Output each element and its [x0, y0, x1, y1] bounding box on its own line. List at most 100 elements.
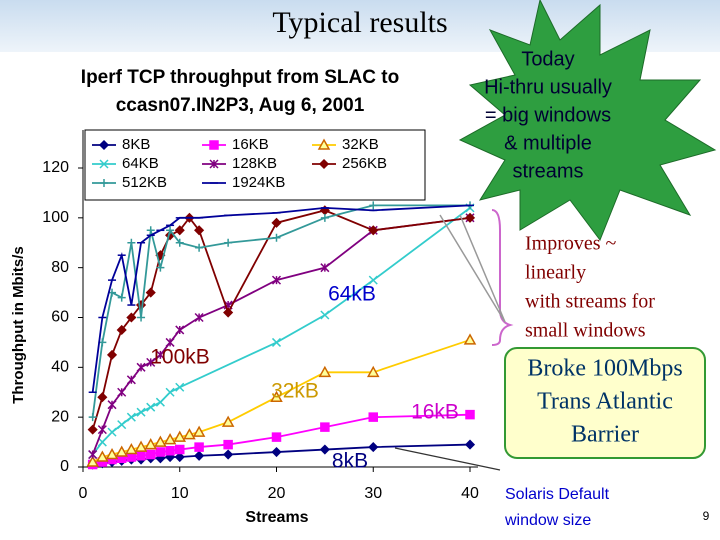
legend-label: 8KB: [122, 136, 150, 153]
text-line: Improves ~: [525, 233, 617, 255]
marker: [163, 433, 177, 445]
chart-title: ccasn07.IN2P3, Aug 6, 2001: [116, 95, 365, 116]
brace: [491, 209, 514, 346]
marker: [320, 422, 330, 432]
marker: [154, 435, 167, 447]
callout-box: [504, 347, 706, 459]
marker: [146, 402, 156, 412]
marker: [107, 400, 117, 410]
marker: [464, 212, 476, 223]
legend-label: 64KB: [122, 155, 159, 172]
marker: [270, 390, 283, 402]
marker: [224, 238, 233, 247]
marker: [368, 442, 379, 453]
marker: [88, 450, 98, 460]
marker: [116, 324, 127, 336]
marker: [126, 312, 137, 323]
text-line: Trans Atlantic: [537, 389, 673, 415]
pointer: [394, 447, 501, 471]
marker: [98, 139, 110, 151]
marker: [194, 225, 205, 236]
marker: [136, 451, 146, 461]
annotation: 16kB: [411, 401, 459, 424]
marker: [137, 313, 146, 322]
marker: [209, 159, 219, 169]
page-number: 9: [703, 509, 710, 523]
marker: [194, 442, 204, 452]
text-line: Solaris Default: [505, 486, 610, 503]
marker: [464, 439, 476, 450]
marker: [146, 226, 155, 235]
marker: [86, 455, 99, 467]
text-line: with streams for: [525, 291, 655, 313]
marker: [125, 443, 138, 455]
marker: [209, 140, 219, 150]
legend: 8KB 16KB 32KB 64KB 128KB 256KB 512KB 1924KB: [84, 129, 426, 201]
annotation: 64kB: [328, 283, 376, 306]
marker: [317, 138, 331, 150]
plot: 0 20 40 60 80 100 120 0 10 20 30 40 8KB 16KB 32KB 64KB 1…: [42, 129, 479, 502]
marker: [271, 432, 282, 442]
marker: [87, 424, 98, 435]
y-tick-label: 120: [42, 159, 69, 176]
x-tick-label: 40: [461, 485, 479, 502]
marker: [134, 440, 148, 452]
marker: [155, 453, 166, 464]
marker: [145, 449, 156, 460]
marker: [271, 275, 282, 285]
brace-text: Improves ~ linearly with streams for small …: [525, 233, 655, 342]
starburst: [458, 0, 717, 242]
marker: [106, 349, 118, 360]
annotation: 8kB: [332, 450, 368, 473]
marker: [99, 159, 109, 169]
slide-title: Typical results: [272, 6, 447, 39]
marker: [366, 365, 380, 378]
series-line: [92, 443, 471, 466]
pointer: [439, 214, 506, 323]
marker: [155, 397, 165, 407]
marker: [194, 450, 205, 461]
x-tick-label: 20: [268, 485, 286, 502]
y-tick-label: 100: [42, 209, 69, 226]
text-line: Hi-thru usually: [484, 76, 612, 98]
marker: [156, 263, 165, 272]
marker: [173, 430, 187, 442]
y-tick-label: 80: [51, 259, 69, 276]
marker: [136, 362, 146, 372]
marker: [320, 213, 329, 222]
marker: [320, 263, 330, 273]
text-line: Barrier: [571, 422, 639, 448]
legend-label: 16KB: [232, 136, 269, 153]
marker: [368, 275, 378, 285]
marker: [97, 425, 107, 435]
marker: [175, 238, 184, 247]
y-tick-label: 40: [51, 359, 69, 376]
marker: [183, 428, 196, 440]
marker: [175, 382, 185, 392]
marker: [107, 427, 117, 437]
marker: [105, 447, 119, 460]
marker: [320, 310, 330, 320]
x-tick-label: 10: [171, 485, 189, 502]
text-line: & multiple: [504, 132, 592, 154]
marker: [115, 445, 128, 457]
y-tick-label: 60: [51, 309, 69, 326]
marker: [165, 337, 175, 347]
marker: [465, 409, 475, 420]
series-line: [91, 204, 470, 418]
text-line: Today: [521, 48, 574, 70]
marker: [165, 387, 175, 397]
footnote-text: Solaris Default window size: [504, 486, 610, 529]
marker: [221, 415, 235, 427]
pointer: [459, 214, 506, 323]
y-tick-label: 0: [60, 458, 69, 475]
text-line: window size: [504, 512, 591, 529]
marker: [195, 243, 204, 252]
marker: [127, 238, 136, 247]
marker: [369, 201, 378, 210]
marker: [97, 437, 107, 447]
x-axis-label: Streams: [245, 509, 308, 526]
starburst-text: Today Hi-thru usually = big windows & multi…: [484, 48, 612, 182]
legend-box: [84, 129, 426, 201]
legend-label: 128KB: [232, 155, 277, 172]
